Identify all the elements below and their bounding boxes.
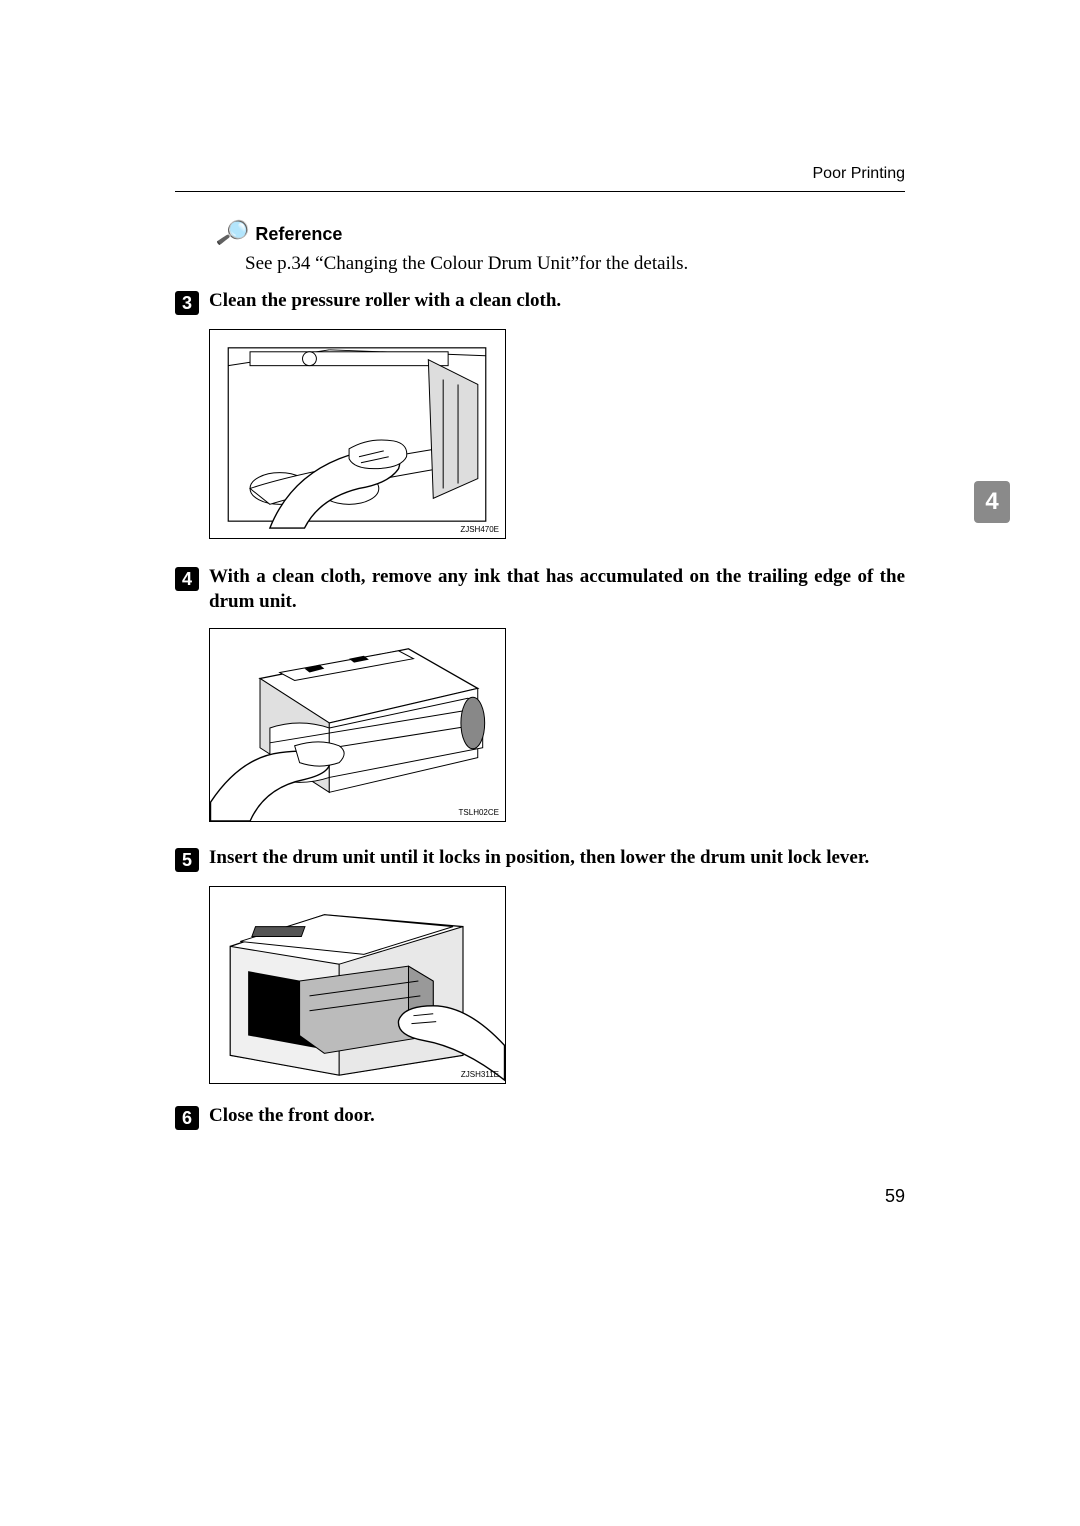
step-4-text: With a clean cloth, remove any ink that … [209,565,905,614]
step-5-text: Insert the drum unit until it locks in p… [209,846,905,871]
insert-drum-illustration [210,887,505,1083]
step-5-number: 5 [175,848,199,872]
pressure-roller-illustration [210,330,505,538]
step-6: 6 Close the front door. [175,1104,905,1130]
reference-label: Reference [255,224,342,245]
chapter-tab: 4 [974,481,1010,523]
reference-heading: 🔍 Reference [217,221,905,247]
figure-drum-unit-clean: TSLH02CE [209,628,506,822]
drum-unit-clean-illustration [210,629,505,821]
step-3: 3 Clean the pressure roller with a clean… [175,289,905,315]
figure-pressure-roller: ZJSH470E [209,329,506,539]
step-4-number: 4 [175,567,199,591]
step-6-text: Close the front door. [209,1104,905,1129]
figure-2-code: TSLH02CE [459,808,499,817]
header-rule [175,191,905,192]
figure-1-code: ZJSH470E [460,525,499,534]
figure-3-code: ZJSH311E [461,1070,499,1079]
running-header: Poor Printing [813,165,906,183]
step-6-number: 6 [175,1106,199,1130]
page-number: 59 [175,1186,905,1207]
reference-icon: 🔍 [215,218,251,249]
step-5: 5 Insert the drum unit until it locks in… [175,846,905,872]
body-content: 🔍 Reference See p.34 “Changing the Colou… [175,221,905,1130]
reference-text: See p.34 “Changing the Colour Drum Unit”… [245,253,905,275]
step-3-text: Clean the pressure roller with a clean c… [209,289,905,314]
step-3-number: 3 [175,291,199,315]
step-4: 4 With a clean cloth, remove any ink tha… [175,565,905,614]
figure-insert-drum: ZJSH311E [209,886,506,1084]
